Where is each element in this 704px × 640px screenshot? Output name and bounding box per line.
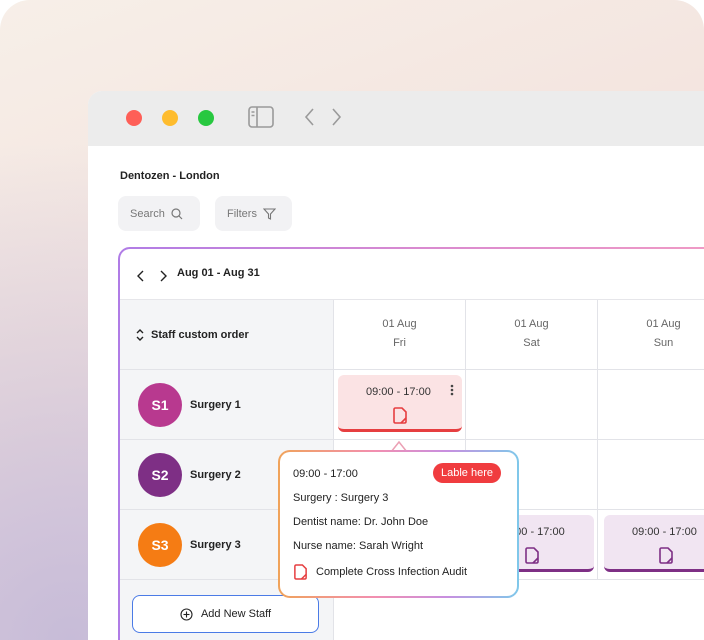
day-weekday: Sat bbox=[523, 337, 540, 349]
document-icon bbox=[658, 547, 674, 567]
shift-time: 9:00 - 17:00 bbox=[506, 526, 565, 538]
next-period-chevron-icon[interactable] bbox=[158, 269, 168, 287]
chevron-left-icon[interactable] bbox=[302, 106, 318, 133]
sidebar-toggle-icon[interactable] bbox=[248, 106, 274, 133]
app-window: Dentozen - London Search Filters Aug 01 … bbox=[88, 91, 704, 640]
filters-button[interactable]: Filters bbox=[215, 196, 292, 231]
avatar: S1 bbox=[138, 382, 182, 427]
minimize-window-button[interactable] bbox=[162, 110, 178, 126]
document-icon bbox=[392, 407, 408, 427]
shift-card[interactable]: 09:00 - 17:00 bbox=[604, 515, 704, 572]
schedule-cell[interactable] bbox=[598, 370, 704, 440]
date-range-label: Aug 01 - Aug 31 bbox=[177, 267, 260, 279]
status-badge: Lable here bbox=[433, 463, 501, 483]
calendar-header: Aug 01 - Aug 31 bbox=[120, 249, 704, 300]
close-window-button[interactable] bbox=[126, 110, 142, 126]
filter-icon bbox=[262, 207, 276, 220]
search-icon bbox=[171, 207, 183, 219]
schedule-cell[interactable] bbox=[598, 510, 704, 580]
staff-row[interactable]: S2 Surgery 2 bbox=[120, 440, 334, 510]
search-input[interactable]: Search bbox=[118, 196, 200, 231]
window-titlebar bbox=[88, 91, 704, 146]
day-weekday: Fri bbox=[393, 337, 406, 349]
day-date: 01 Aug bbox=[514, 318, 549, 330]
maximize-window-button[interactable] bbox=[198, 110, 214, 126]
popover-time: 09:00 - 17:00 bbox=[293, 468, 358, 480]
day-date: 01 Aug bbox=[646, 318, 681, 330]
prev-period-chevron-icon[interactable] bbox=[136, 269, 146, 287]
schedule-cell[interactable] bbox=[466, 370, 598, 440]
staff-row[interactable]: S3 Surgery 3 bbox=[120, 510, 334, 580]
sort-updown-icon bbox=[136, 328, 144, 341]
more-vertical-icon[interactable] bbox=[450, 384, 454, 399]
chevron-right-icon[interactable] bbox=[328, 106, 344, 133]
avatar: S3 bbox=[138, 522, 182, 567]
page-title: Dentozen - London bbox=[120, 170, 220, 182]
shift-time: 09:00 - 17:00 bbox=[366, 386, 431, 398]
day-header-sun: 01 Aug Sun bbox=[598, 300, 704, 370]
popover-dentist: Dentist name: Dr. John Doe bbox=[293, 516, 429, 528]
schedule-cell[interactable] bbox=[598, 440, 704, 510]
task-label: Complete Cross Infection Audit bbox=[316, 566, 468, 578]
staff-sort-toggle[interactable]: Staff custom order bbox=[120, 300, 334, 370]
filters-label: Filters bbox=[227, 207, 257, 220]
popover-nurse: Nurse name: Sarah Wright bbox=[293, 540, 424, 552]
day-header-fri: 01 Aug Fri bbox=[334, 300, 466, 370]
staff-name: Surgery 1 bbox=[190, 398, 241, 411]
sort-label: Staff custom order bbox=[151, 328, 249, 341]
avatar: S2 bbox=[138, 452, 182, 497]
add-staff-label: Add New Staff bbox=[200, 608, 272, 620]
staff-name: Surgery 3 bbox=[190, 538, 241, 551]
search-label: Search bbox=[130, 207, 165, 220]
day-weekday: Sun bbox=[653, 337, 674, 349]
popover-body: 09:00 - 17:00 Lable here Surgery : Surge… bbox=[280, 452, 517, 596]
shift-card[interactable]: 09:00 - 17:00 bbox=[338, 375, 462, 432]
add-staff-button[interactable]: Add New Staff bbox=[132, 595, 319, 633]
plus-circle-icon bbox=[180, 607, 193, 621]
schedule-cell[interactable] bbox=[334, 370, 466, 440]
staff-row[interactable]: S1 Surgery 1 bbox=[120, 370, 334, 440]
popover-surgery: Surgery : Surgery 3 bbox=[293, 492, 389, 504]
document-icon bbox=[524, 547, 540, 567]
popover-task[interactable]: Complete Cross Infection Audit bbox=[293, 564, 467, 580]
schedule-cell[interactable] bbox=[466, 440, 598, 510]
schedule-cell[interactable] bbox=[466, 510, 598, 580]
shift-details-popover: 09:00 - 17:00 Lable here Surgery : Surge… bbox=[278, 450, 519, 598]
shift-time: 09:00 - 17:00 bbox=[632, 526, 697, 538]
document-icon bbox=[294, 564, 307, 580]
day-date: 01 Aug bbox=[382, 318, 417, 330]
staff-name: Surgery 2 bbox=[190, 468, 241, 481]
day-header-sat: 01 Aug Sat bbox=[466, 300, 598, 370]
